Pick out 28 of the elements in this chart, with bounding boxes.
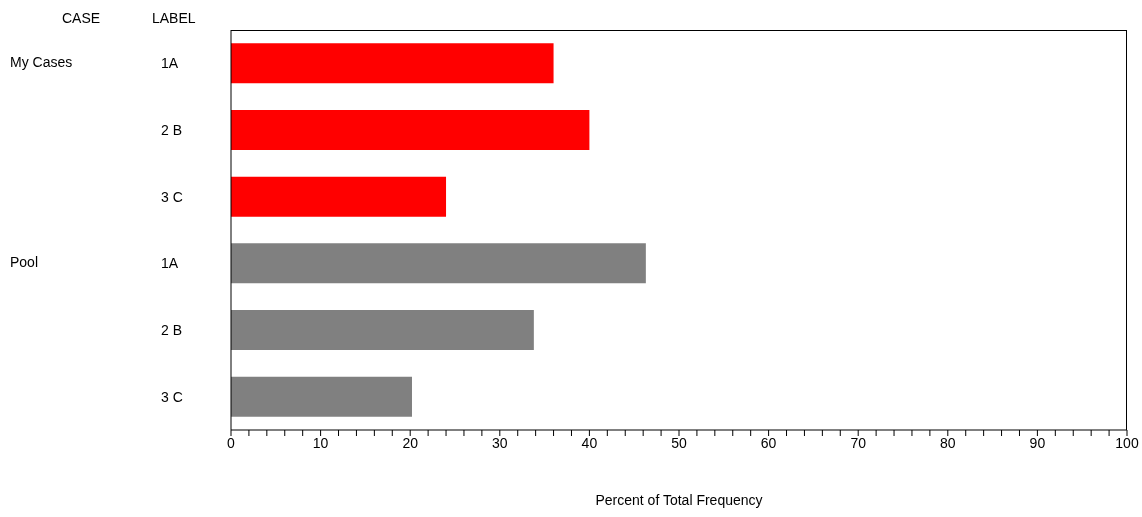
y-tick-label: 1A xyxy=(161,55,179,72)
x-tick-label: 100 xyxy=(1115,434,1139,451)
x-axis-title: Percent of Total Frequency xyxy=(595,492,763,508)
y-tick-label: 2 B xyxy=(161,322,183,338)
x-tick-label: 40 xyxy=(581,434,598,451)
text: CASE xyxy=(62,10,101,26)
bar xyxy=(231,176,447,217)
x-tick-label: 0 xyxy=(227,434,236,451)
x-tick-label: 80 xyxy=(940,434,956,451)
x-tick-label: 50 xyxy=(671,434,687,451)
text: LABEL xyxy=(152,10,196,26)
x-tick-label: 90 xyxy=(1029,434,1046,451)
bar xyxy=(231,43,554,84)
y-tick-label: 3 C xyxy=(161,188,183,205)
x-tick-label: 20 xyxy=(402,434,419,451)
text: Pool xyxy=(10,254,39,271)
x-tick-label: 70 xyxy=(850,434,867,451)
y-tick-label: 2 B xyxy=(161,122,183,138)
bar xyxy=(231,376,412,417)
y-tick-label: 1A xyxy=(161,255,179,272)
bar xyxy=(231,310,534,350)
text: My Cases xyxy=(10,54,73,71)
bar xyxy=(231,243,646,284)
x-tick-label: 60 xyxy=(760,434,777,451)
y-tick-label: 3 C xyxy=(161,388,183,405)
x-tick-label: 30 xyxy=(492,434,508,451)
x-tick-label: 10 xyxy=(312,434,329,451)
bar xyxy=(231,110,590,150)
